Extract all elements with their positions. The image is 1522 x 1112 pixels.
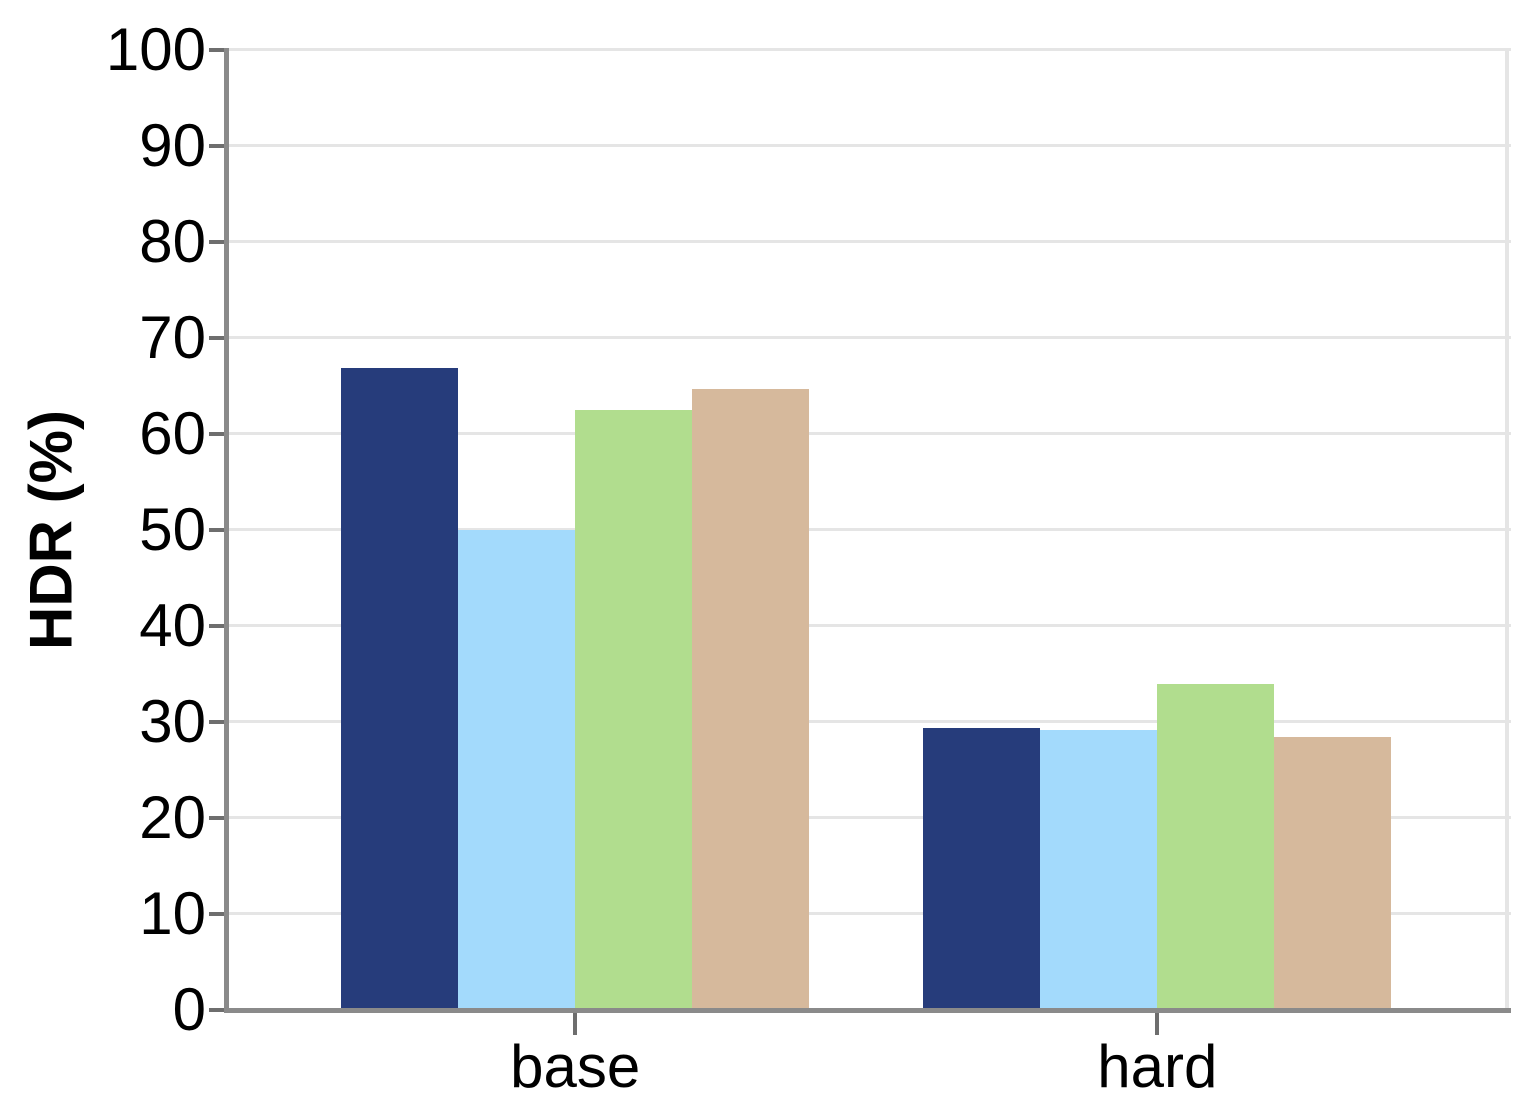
- y-tick-label-30: 30: [139, 687, 206, 755]
- y-tick-0: [209, 1008, 226, 1012]
- bar-base-navy: [341, 368, 459, 1008]
- y-tick-30: [209, 719, 226, 724]
- y-tick-label-50: 50: [139, 495, 206, 563]
- y-tick-label-40: 40: [139, 591, 206, 659]
- x-tick-label-base: base: [510, 1033, 641, 1100]
- bar-hard-green: [1157, 684, 1275, 1008]
- x-tick-hard: [1155, 1012, 1160, 1035]
- gridline-80: [226, 240, 1511, 244]
- y-tick-label-20: 20: [139, 783, 206, 851]
- gridline-70: [226, 336, 1511, 340]
- bar-hard-navy: [923, 727, 1041, 1008]
- y-tick-label-10: 10: [139, 879, 206, 947]
- gridline-10: [226, 912, 1511, 916]
- gridline-60: [226, 432, 1511, 436]
- y-tick-label-70: 70: [139, 303, 206, 371]
- y-tick-10: [209, 911, 226, 916]
- bar-base-tan: [692, 388, 810, 1008]
- right-spine: [1504, 48, 1509, 1010]
- bar-base-light-blue: [458, 529, 576, 1008]
- gridline-30: [226, 720, 1511, 724]
- y-tick-label-80: 80: [139, 207, 206, 275]
- y-tick-50: [209, 527, 226, 532]
- y-axis-spine: [223, 48, 229, 1013]
- y-tick-label-0: 0: [172, 976, 206, 1043]
- y-tick-label-90: 90: [139, 111, 206, 179]
- gridline-40: [226, 624, 1511, 628]
- gridline-90: [226, 144, 1511, 148]
- gridline-50: [226, 528, 1511, 532]
- x-axis-spine: [223, 1007, 1511, 1013]
- y-tick-90: [209, 143, 226, 148]
- y-tick-20: [209, 815, 226, 820]
- y-tick-label-100: 100: [105, 15, 206, 83]
- gridline-100: [226, 48, 1511, 51]
- y-tick-70: [209, 335, 226, 340]
- x-tick-base: [573, 1012, 578, 1035]
- y-tick-60: [209, 431, 226, 436]
- y-tick-100: [209, 47, 226, 52]
- y-tick-label-60: 60: [139, 399, 206, 467]
- bar-base-green: [575, 409, 693, 1008]
- y-tick-40: [209, 623, 226, 628]
- bar-hard-light-blue: [1040, 729, 1158, 1008]
- bar-hard-tan: [1274, 737, 1392, 1008]
- y-tick-80: [209, 239, 226, 244]
- gridline-20: [226, 816, 1511, 820]
- x-tick-label-hard: hard: [1097, 1033, 1218, 1100]
